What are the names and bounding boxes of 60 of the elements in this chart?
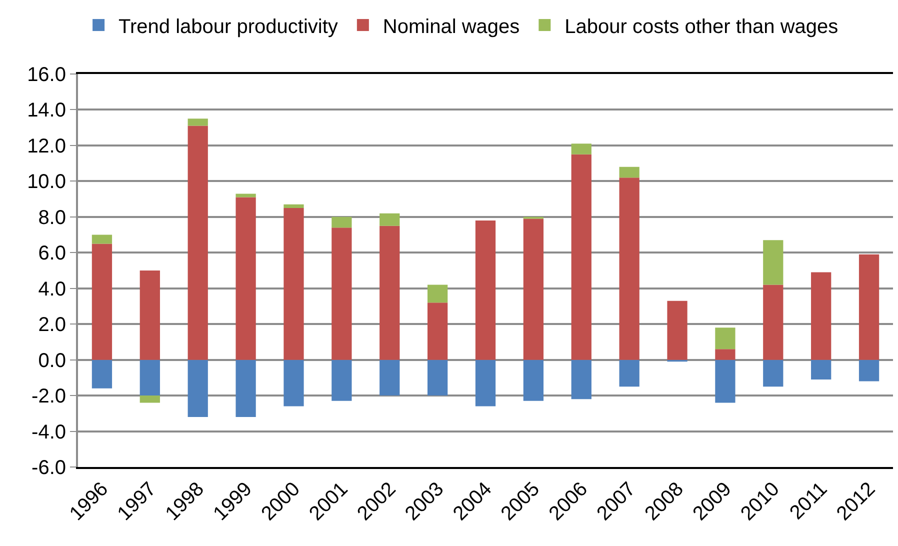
y-tick-label: 16.0 — [27, 64, 66, 86]
bar — [763, 360, 784, 387]
bar — [715, 349, 736, 360]
bar — [475, 220, 496, 360]
y-tick-label: 12.0 — [27, 135, 66, 158]
bar — [619, 178, 640, 360]
bar — [811, 272, 832, 360]
y-tick-label: 6.0 — [38, 242, 66, 265]
bar — [188, 118, 208, 126]
bar — [140, 360, 160, 396]
bar — [523, 218, 544, 360]
legend-label: Trend labour productivity — [118, 16, 338, 38]
bar — [571, 360, 592, 400]
y-tick-label: 10.0 — [27, 171, 66, 194]
bar — [284, 204, 304, 208]
bar — [380, 213, 400, 226]
y-tick-label: 0.0 — [38, 350, 66, 372]
bar — [571, 144, 592, 154]
bar — [619, 360, 640, 387]
bar — [427, 302, 448, 360]
bar — [332, 216, 352, 228]
y-tick-label: -4.0 — [32, 421, 66, 444]
bar — [188, 126, 208, 360]
y-tick-label: 2.0 — [38, 314, 66, 336]
bar — [523, 360, 544, 401]
bar — [188, 360, 208, 417]
bar — [811, 360, 832, 380]
bar — [427, 284, 448, 303]
bar — [92, 244, 112, 360]
bar — [92, 360, 112, 388]
bar — [236, 360, 256, 417]
y-tick-label: -2.0 — [32, 386, 66, 408]
bar — [380, 226, 400, 360]
bar — [858, 360, 880, 382]
bar — [475, 360, 496, 406]
legend-label: Nominal wages — [382, 16, 520, 38]
bar — [92, 234, 112, 244]
bar — [380, 360, 400, 396]
bar — [332, 228, 352, 360]
y-tick-label: 14.0 — [27, 100, 66, 122]
bar — [284, 208, 304, 360]
bar — [763, 284, 784, 360]
bar — [858, 254, 880, 360]
bar — [332, 360, 352, 401]
bar — [284, 360, 304, 406]
bar — [427, 360, 448, 396]
bar — [236, 197, 256, 360]
bar — [619, 166, 640, 178]
y-tick-label: 8.0 — [38, 206, 66, 229]
bar — [140, 396, 160, 403]
bar — [140, 270, 160, 360]
bar — [763, 240, 784, 285]
bar — [667, 300, 688, 360]
bar — [236, 194, 256, 198]
bar — [571, 154, 592, 360]
y-tick-label: -6.0 — [32, 457, 66, 479]
bar — [715, 328, 736, 350]
legend-label: Labour costs other than wages — [564, 16, 838, 38]
bar — [715, 360, 736, 403]
y-tick-label: 4.0 — [38, 278, 66, 300]
